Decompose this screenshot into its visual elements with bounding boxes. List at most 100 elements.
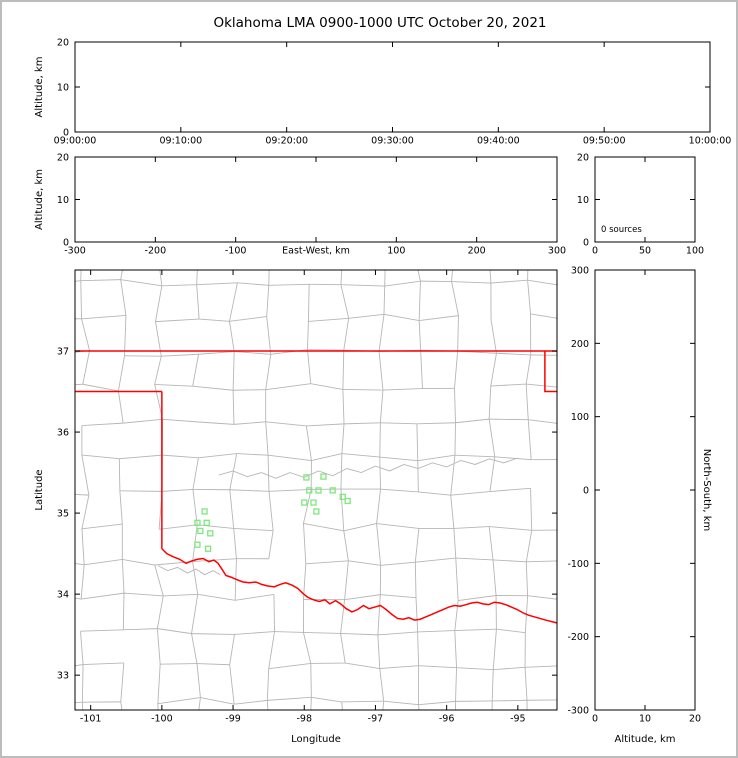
- county-line: [564, 495, 569, 530]
- county-line: [455, 418, 490, 424]
- county-line: [383, 700, 419, 706]
- county-line: [120, 270, 123, 280]
- county-line: [569, 388, 602, 390]
- county-line: [155, 285, 163, 322]
- county-line: [196, 663, 201, 698]
- county-line: [376, 489, 382, 524]
- county-line: [379, 390, 384, 423]
- county-line: [81, 455, 90, 496]
- county-line: [192, 354, 200, 387]
- y-tick-label: 10: [577, 195, 589, 206]
- county-line: [266, 215, 270, 250]
- lma-station-marker: [339, 493, 346, 501]
- county-line: [453, 526, 490, 529]
- county-line: [525, 561, 529, 596]
- county-line: [192, 457, 199, 490]
- x-tick-label: -97: [368, 714, 384, 725]
- source-count-label: 0 sources: [601, 225, 642, 235]
- county-line: [526, 560, 557, 563]
- lma-station-marker: [320, 473, 327, 480]
- county-line: [565, 458, 602, 459]
- county-line: [75, 701, 83, 704]
- lma-station-marker: [201, 508, 208, 515]
- county-line: [119, 454, 163, 460]
- county-line: [340, 489, 345, 531]
- county-line: [525, 530, 533, 562]
- county-line: [162, 418, 201, 423]
- county-line: [229, 321, 235, 352]
- county-line: [496, 352, 531, 356]
- county-line: [265, 383, 311, 391]
- x-tick-label: 20: [689, 714, 701, 725]
- y-tick-label: 33: [57, 671, 69, 682]
- x-tick-label: 100: [686, 246, 704, 257]
- lma-station-marker: [313, 508, 320, 515]
- county-line: [157, 703, 159, 710]
- county-line: [490, 383, 527, 387]
- county-line: [121, 559, 125, 594]
- lma-station-marker: [329, 487, 336, 494]
- county-line: [343, 530, 349, 561]
- county-line: [383, 286, 386, 315]
- y-tick-label: 20: [577, 153, 589, 164]
- county-line: [455, 557, 494, 561]
- county-line: [303, 489, 312, 524]
- county-line: [192, 489, 198, 525]
- county-line: [527, 419, 532, 460]
- county-line: [528, 419, 557, 424]
- county-line: [81, 702, 84, 710]
- county-line: [268, 454, 312, 461]
- county-line: [266, 316, 272, 355]
- county-line: [530, 488, 533, 531]
- county-line: [454, 628, 497, 631]
- county-line: [490, 319, 497, 354]
- county-line: [75, 383, 83, 386]
- county-line: [527, 280, 531, 315]
- county-line: [496, 628, 526, 634]
- county-line: [454, 630, 457, 668]
- county-line: [191, 633, 235, 635]
- river-line: [158, 565, 221, 576]
- county-line: [377, 594, 381, 635]
- x-axis-title: Longitude: [291, 734, 341, 745]
- county-line: [382, 388, 423, 391]
- county-line: [232, 351, 235, 391]
- county-line: [229, 489, 235, 529]
- county-line: [562, 286, 570, 321]
- county-line: [154, 561, 193, 566]
- county-line: [154, 564, 164, 597]
- county-line: [311, 453, 342, 461]
- lma-station-marker: [344, 497, 351, 505]
- county-line: [81, 454, 120, 460]
- county-line: [80, 270, 82, 281]
- county-line: [340, 284, 350, 319]
- county-line: [82, 350, 90, 385]
- lma-station-marker: [303, 474, 310, 481]
- county-line: [311, 696, 342, 703]
- county-line: [306, 423, 345, 427]
- panel-frame: [594, 269, 696, 711]
- county-line: [450, 491, 490, 496]
- county-line: [81, 495, 90, 529]
- county-line: [305, 560, 349, 565]
- county-line: [376, 523, 419, 529]
- x-tick-label: -99: [225, 714, 241, 725]
- county-line: [198, 697, 201, 710]
- county-line: [454, 351, 459, 389]
- county-line: [380, 561, 416, 566]
- county-line: [155, 318, 200, 323]
- county-line: [265, 421, 307, 427]
- county-line: [341, 701, 343, 710]
- x-tick-label: 200: [468, 246, 486, 257]
- county-line: [197, 593, 236, 601]
- county-line: [379, 668, 385, 702]
- county-line: [489, 456, 496, 492]
- county-line: [268, 662, 311, 670]
- x-tick-label: -100: [225, 246, 247, 257]
- county-line: [379, 457, 382, 490]
- x-tick-label: 50: [639, 246, 651, 257]
- county-line: [75, 597, 82, 600]
- county-line: [124, 315, 127, 356]
- x-tick-label: -95: [510, 714, 526, 725]
- county-line: [492, 699, 527, 702]
